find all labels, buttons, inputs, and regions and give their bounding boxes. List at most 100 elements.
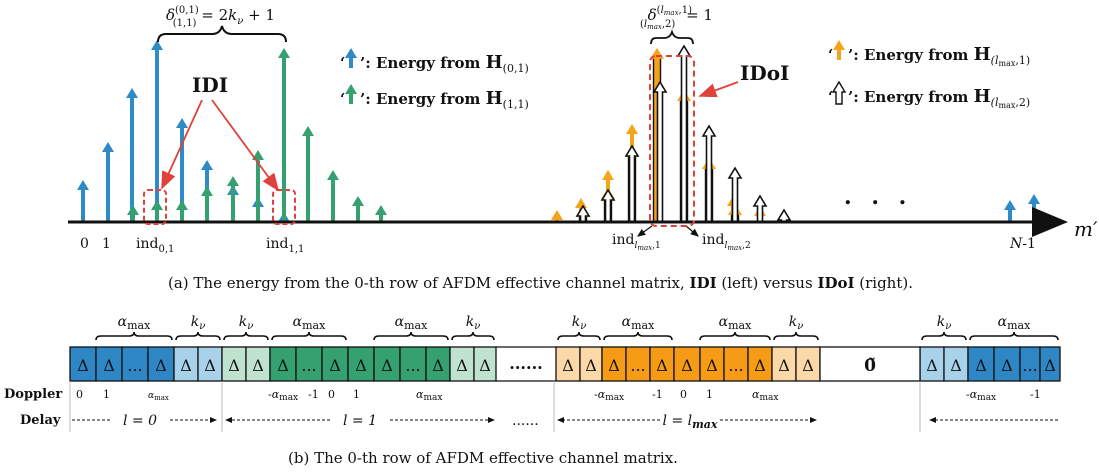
matrix-cell: ... <box>295 346 323 382</box>
matrix-cell: Δ <box>649 346 675 382</box>
svg-text:...: ... <box>630 356 645 375</box>
brace-label: kν <box>191 314 206 332</box>
matrix-cell: Δ <box>269 346 297 382</box>
stem-green-9 <box>352 196 364 222</box>
matrix-cell: Δ <box>245 346 271 382</box>
svg-text:Δ: Δ <box>1001 356 1013 375</box>
svg-text:...: ... <box>301 356 316 375</box>
matrix-cell: ... <box>1019 346 1041 382</box>
matrix-cell: Δ <box>699 346 725 382</box>
doppler-label: αmax <box>148 391 169 402</box>
cell-braces: αmax kν kν αmax αmax kν kν αmax αmax kν kν αmax <box>95 314 1059 341</box>
stem-blue-2 <box>126 88 138 222</box>
matrix-cell: Δ <box>449 346 475 382</box>
brace-alpha-4: αmax <box>373 314 449 341</box>
matrix-cell: Δ <box>747 346 773 382</box>
annotation-right: δ(lmax,1) (lmax,2) = 1 <box>640 5 713 31</box>
matrix-cell: Δ <box>321 346 349 382</box>
matrix-cell: Δ <box>1039 346 1061 382</box>
matrix-cell: Δ <box>795 346 821 382</box>
brace-label: αmax <box>395 314 428 332</box>
stem-white-0 <box>575 204 591 222</box>
svg-text:...: ... <box>728 356 743 375</box>
stem-white-2 <box>624 144 640 222</box>
stem-blue-tail-0 <box>1004 200 1016 222</box>
svg-text:Δ: Δ <box>975 356 987 375</box>
svg-text:Δ: Δ <box>562 356 574 375</box>
matrix-gap-dots: ...... <box>496 346 556 382</box>
doppler-labels: 0 1 αmax -αmax -1 0 1 αmax -αmax -1 0 1 αmax -αmax -1 <box>76 388 1041 403</box>
brace-alpha-8: αmax <box>699 314 771 341</box>
delay-labels: l = 0 l = 1 l = lmax...... <box>69 381 1058 432</box>
brace-label: αmax <box>719 314 752 332</box>
tick-N-1: N-1 <box>1009 236 1036 252</box>
brace-k-1: kν <box>175 314 221 341</box>
matrix-cell: Δ <box>993 346 1021 382</box>
stem-white-7 <box>752 194 768 222</box>
brace-label: kν <box>937 314 952 332</box>
matrix-cell: Δ <box>579 346 603 382</box>
svg-text:Δ: Δ <box>355 356 367 375</box>
delay-span-0: l = 0 <box>72 413 217 429</box>
delay-label: l = 0 <box>123 413 157 429</box>
stem-white-1 <box>600 188 616 222</box>
doppler-label: 1 <box>103 388 110 401</box>
delay-span-2: l = lmax <box>557 413 817 431</box>
svg-text:Δ: Δ <box>585 356 597 375</box>
bottom-panel: Δ Δ... Δ Δ Δ Δ Δ Δ... Δ Δ Δ... Δ Δ Δ Δ Δ Δ... Δ Δ Δ... Δ Δ Δ Δ Δ… <box>4 314 1061 467</box>
tick-ind01: ind0,1 <box>136 236 174 255</box>
svg-text:‘: ‘ <box>828 46 833 64</box>
delta-brace-left <box>157 25 287 43</box>
brace-k-2: kν <box>223 314 269 341</box>
tick-indlmax2: indlmax,2 <box>702 232 751 252</box>
brace-k-5: kν <box>451 314 495 341</box>
svg-text:Δ: Δ <box>277 356 289 375</box>
svg-text:Δ: Δ <box>479 356 491 375</box>
idi-box-left <box>143 189 167 225</box>
matrix-cell: ... <box>399 346 427 382</box>
svg-text:Δ: Δ <box>656 356 668 375</box>
stem-blue-tail-1 <box>1028 194 1040 222</box>
matrix-cell: Δ <box>147 346 175 382</box>
brace-alpha-0: αmax <box>95 314 173 341</box>
stem-green-5 <box>252 150 264 222</box>
brace-alpha-7: αmax <box>603 314 673 341</box>
matrix-cell: Δ <box>943 346 969 382</box>
idoi-box <box>649 55 695 227</box>
svg-text:‘: ‘ <box>340 90 345 108</box>
tick-indlmax1: indlmax,1 <box>612 232 661 252</box>
stem-white-4 <box>676 44 692 222</box>
caption-b: (b) The 0-th row of AFDM effective chann… <box>288 449 678 467</box>
stem-blue-1 <box>102 142 114 222</box>
doppler-label: -1 <box>308 388 319 401</box>
matrix-cell: ... <box>121 346 149 382</box>
delay-gap-dots: ...... <box>512 413 539 429</box>
gap-dots-text: ...... <box>509 354 542 373</box>
brace-label: αmax <box>118 314 151 332</box>
doppler-label: -αmax <box>966 388 996 403</box>
svg-text:Δ: Δ <box>681 356 693 375</box>
matrix-cell: Δ <box>373 346 401 382</box>
axis-ellipsis: . . . <box>844 184 912 210</box>
svg-text:Δ: Δ <box>456 356 468 375</box>
axis-label: m′ <box>1074 217 1098 241</box>
energy-stems <box>77 40 1040 223</box>
matrix-cell: Δ <box>555 346 581 382</box>
svg-text:Δ: Δ <box>754 356 766 375</box>
idoi-label: IDoI <box>740 61 789 85</box>
matrix-cell: ... <box>625 346 651 382</box>
row-label-doppler: Doppler <box>4 387 62 402</box>
tick-1: 1 <box>102 236 111 252</box>
legend-green-text: ’: Energy from H(1,1) <box>360 88 529 111</box>
legend-left: ‘ ’: Energy from H(0,1) ‘ ’: Energy from… <box>340 48 529 111</box>
stem-green-7 <box>302 126 314 222</box>
brace-k-10: kν <box>921 314 967 341</box>
brace-alpha-3: αmax <box>271 314 347 341</box>
idi-label: IDI <box>192 73 228 97</box>
doppler-label: 0 <box>680 388 687 401</box>
svg-text:‘: ‘ <box>828 88 833 106</box>
stem-green-6 <box>278 48 290 222</box>
doppler-label: -αmax <box>268 388 298 403</box>
